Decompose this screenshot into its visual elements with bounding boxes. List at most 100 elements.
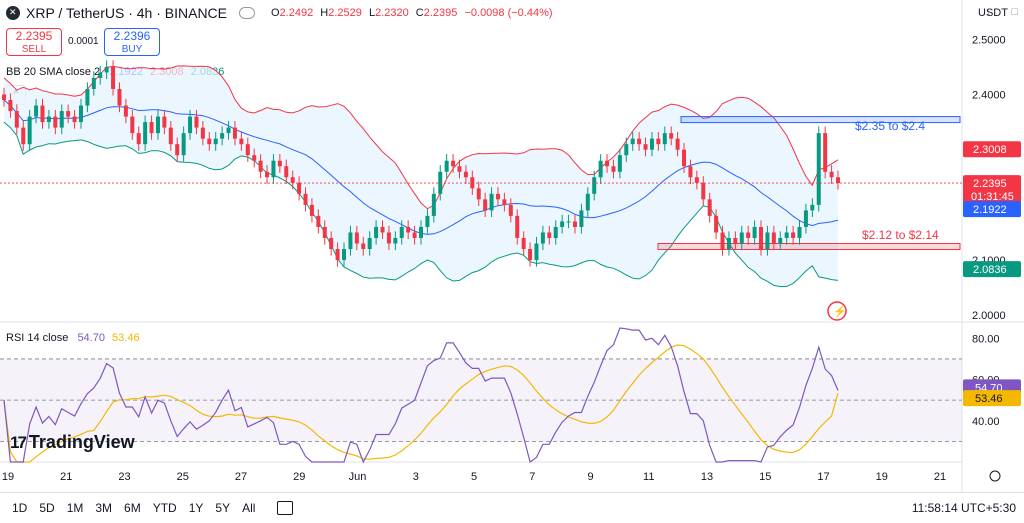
candle-body [726, 237, 731, 250]
candle-body [239, 138, 244, 145]
candle-body [637, 138, 642, 145]
maximize-icon[interactable]: □ [1011, 6, 1018, 18]
candle-body [155, 116, 160, 134]
candle-body [553, 226, 558, 238]
candle-body [277, 160, 282, 167]
candle-body [816, 133, 821, 205]
candle-body [123, 105, 128, 117]
tf-5y[interactable]: 5Y [215, 501, 231, 515]
price-tick: 2.4000 [972, 90, 1006, 102]
candle-body [2, 94, 6, 101]
candle-body [91, 77, 96, 89]
sell-button[interactable]: 2.2395 SELL [6, 28, 62, 56]
candle-body [572, 221, 577, 227]
tf-1m[interactable]: 1M [66, 501, 84, 515]
candle-body [335, 249, 340, 261]
chart-header: XRP / TetherUS · 4h · BINANCE O2.2492 H2… [0, 0, 962, 26]
candle-body [707, 199, 712, 216]
candle-body [393, 237, 398, 244]
visibility-icon[interactable] [239, 7, 255, 19]
candle-body [284, 166, 289, 178]
candle-body [419, 226, 423, 238]
candle-body [188, 116, 193, 134]
tv-logo-text: TradingView [28, 432, 135, 452]
time-tick: 11 [643, 471, 654, 483]
bb-lower-line [3, 121, 839, 288]
calendar-icon[interactable] [277, 501, 294, 515]
time-tick: Jun [349, 471, 367, 483]
candle-body [784, 232, 789, 238]
candle-body [66, 111, 71, 117]
candle-body [117, 88, 122, 106]
candle-body [643, 144, 648, 150]
rsi-value: 54.70 [77, 332, 105, 344]
bb-upper-line [3, 65, 839, 210]
candle-body [143, 122, 148, 145]
candle-body [258, 160, 263, 172]
resistance-annotation: $2.35 to $2.4 [855, 119, 925, 133]
rsi-label: RSI 14 close [6, 332, 69, 344]
candle-body [98, 72, 103, 78]
time-tick: 27 [235, 471, 247, 483]
candle-body [694, 177, 699, 183]
time-tick: 21 [60, 471, 72, 483]
bb-lower-label-bg [963, 261, 1021, 278]
buy-button[interactable]: 2.2396 BUY [104, 28, 160, 56]
support-annotation: $2.12 to $2.14 [862, 228, 939, 242]
candle-body [688, 166, 693, 178]
candle-body [803, 210, 808, 227]
tf-1d[interactable]: 1D [12, 501, 28, 515]
tf-ytd[interactable]: YTD [152, 501, 177, 515]
currency-selector[interactable]: USDT [978, 7, 1008, 19]
candle-body [59, 111, 64, 128]
candle-body [592, 177, 597, 194]
candle-body [265, 171, 270, 178]
arrow-down-icon[interactable]: ↓ [985, 6, 992, 18]
bottom-toolbar: 1D 5D 1M 3M 6M YTD 1Y 5Y All 11:58:14 UT… [0, 492, 1024, 523]
candle-body [406, 226, 411, 233]
rsi-legend[interactable]: RSI 14 close 54.70 53.46 [6, 332, 140, 344]
candle-body [252, 155, 257, 161]
rsi-line [3, 327, 839, 464]
bb-upper-label-bg [963, 141, 1021, 158]
time-tick: 25 [177, 471, 189, 483]
candle-body [316, 215, 321, 227]
time-tick: 5 [471, 471, 477, 483]
tf-5d[interactable]: 5D [39, 501, 55, 515]
candle-body [162, 116, 167, 128]
candle-body [759, 226, 764, 250]
time-tick: 7 [529, 471, 535, 483]
rsi-ma-value: 53.46 [112, 332, 140, 344]
candle-body [232, 127, 237, 139]
alert-icon[interactable] [827, 301, 847, 321]
ohlc-readout: O2.2492 H2.2529 L2.2320 C2.2395 −0.0098 … [271, 7, 553, 19]
tf-3m[interactable]: 3M [95, 501, 113, 515]
candle-body [836, 177, 840, 184]
buy-price: 2.2396 [113, 29, 151, 43]
tf-all[interactable]: All [242, 501, 256, 515]
candle-body [714, 215, 719, 233]
time-tick: 13 [701, 471, 713, 483]
candle-body [21, 127, 26, 145]
candle-body [810, 204, 815, 211]
time-tick: 19 [2, 471, 14, 483]
time-tick: 15 [759, 471, 771, 483]
xrp-symbol-icon[interactable] [6, 6, 20, 20]
candle-body [78, 105, 83, 123]
last-price-label: 2.2395 [973, 178, 1007, 190]
tf-1y[interactable]: 1Y [188, 501, 204, 515]
candle-body [444, 160, 449, 172]
candle-body [194, 116, 199, 128]
tv-logo-icon: 17 [10, 432, 27, 452]
symbol-title[interactable]: XRP / TetherUS · 4h · BINANCE [26, 5, 227, 21]
rsi-tick: 80.00 [972, 333, 1000, 345]
candle-body [34, 105, 39, 117]
candle-body [451, 160, 456, 167]
candle-body [701, 182, 706, 200]
tf-6m[interactable]: 6M [124, 501, 141, 515]
candle-body [508, 204, 513, 216]
candle-body [502, 199, 507, 205]
clock-readout[interactable]: 11:58:14 UTC+5:30 [911, 501, 1016, 515]
settings-gear-icon[interactable] [989, 470, 1001, 482]
